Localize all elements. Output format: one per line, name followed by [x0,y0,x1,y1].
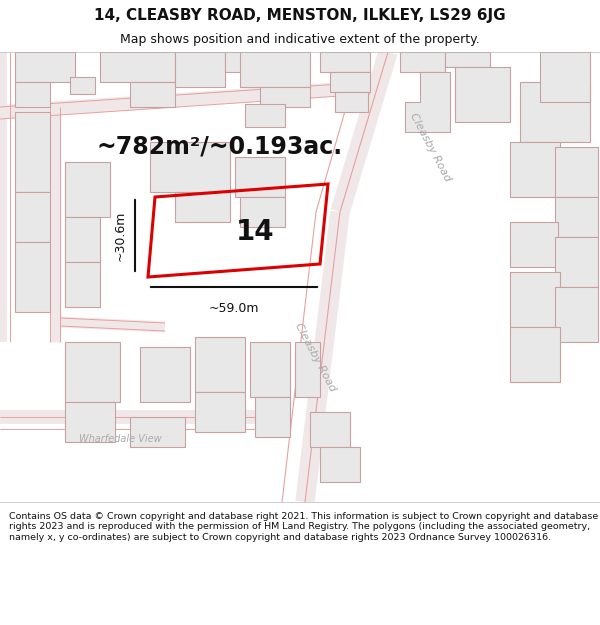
Polygon shape [130,417,185,447]
Polygon shape [15,112,50,192]
Polygon shape [140,347,190,402]
Polygon shape [130,82,175,107]
Polygon shape [175,52,225,87]
Polygon shape [255,397,290,437]
Text: ~30.6m: ~30.6m [114,210,127,261]
Polygon shape [65,162,110,217]
Polygon shape [15,192,50,242]
Polygon shape [15,52,75,82]
Text: Map shows position and indicative extent of the property.: Map shows position and indicative extent… [120,32,480,46]
Polygon shape [240,52,310,87]
Text: Cleasby Road: Cleasby Road [408,111,452,183]
Polygon shape [310,412,350,447]
Text: 14: 14 [236,218,274,246]
Text: ~59.0m: ~59.0m [209,302,259,315]
Polygon shape [400,52,445,72]
Polygon shape [455,67,510,122]
Polygon shape [510,222,558,267]
Polygon shape [540,52,590,102]
Polygon shape [445,52,490,67]
Polygon shape [65,217,100,262]
Polygon shape [175,192,230,222]
Text: Cleasby Road: Cleasby Road [293,321,337,393]
Polygon shape [65,342,120,402]
Polygon shape [330,72,370,92]
Polygon shape [510,272,560,327]
Polygon shape [15,82,50,107]
Polygon shape [15,242,50,312]
Polygon shape [65,402,115,442]
Polygon shape [295,342,320,397]
Text: Wharfedale View: Wharfedale View [79,434,161,444]
Polygon shape [235,157,285,197]
Polygon shape [100,52,175,82]
Polygon shape [240,197,285,227]
Polygon shape [250,342,290,397]
Polygon shape [405,72,450,132]
Polygon shape [260,87,310,107]
Polygon shape [520,82,590,142]
Polygon shape [335,92,368,112]
Polygon shape [555,287,598,342]
Polygon shape [510,142,560,197]
Polygon shape [510,327,560,382]
Polygon shape [555,237,598,287]
Polygon shape [195,392,245,432]
Polygon shape [320,52,370,72]
Text: Contains OS data © Crown copyright and database right 2021. This information is : Contains OS data © Crown copyright and d… [9,512,598,542]
Polygon shape [225,52,260,72]
Polygon shape [245,104,285,127]
Polygon shape [65,262,100,307]
Polygon shape [555,197,598,237]
Text: 14, CLEASBY ROAD, MENSTON, ILKLEY, LS29 6JG: 14, CLEASBY ROAD, MENSTON, ILKLEY, LS29 … [94,8,506,23]
Polygon shape [195,337,245,392]
Polygon shape [70,77,95,94]
Polygon shape [320,447,360,482]
Polygon shape [555,147,598,197]
Polygon shape [150,142,230,192]
Text: ~782m²/~0.193ac.: ~782m²/~0.193ac. [97,135,343,159]
